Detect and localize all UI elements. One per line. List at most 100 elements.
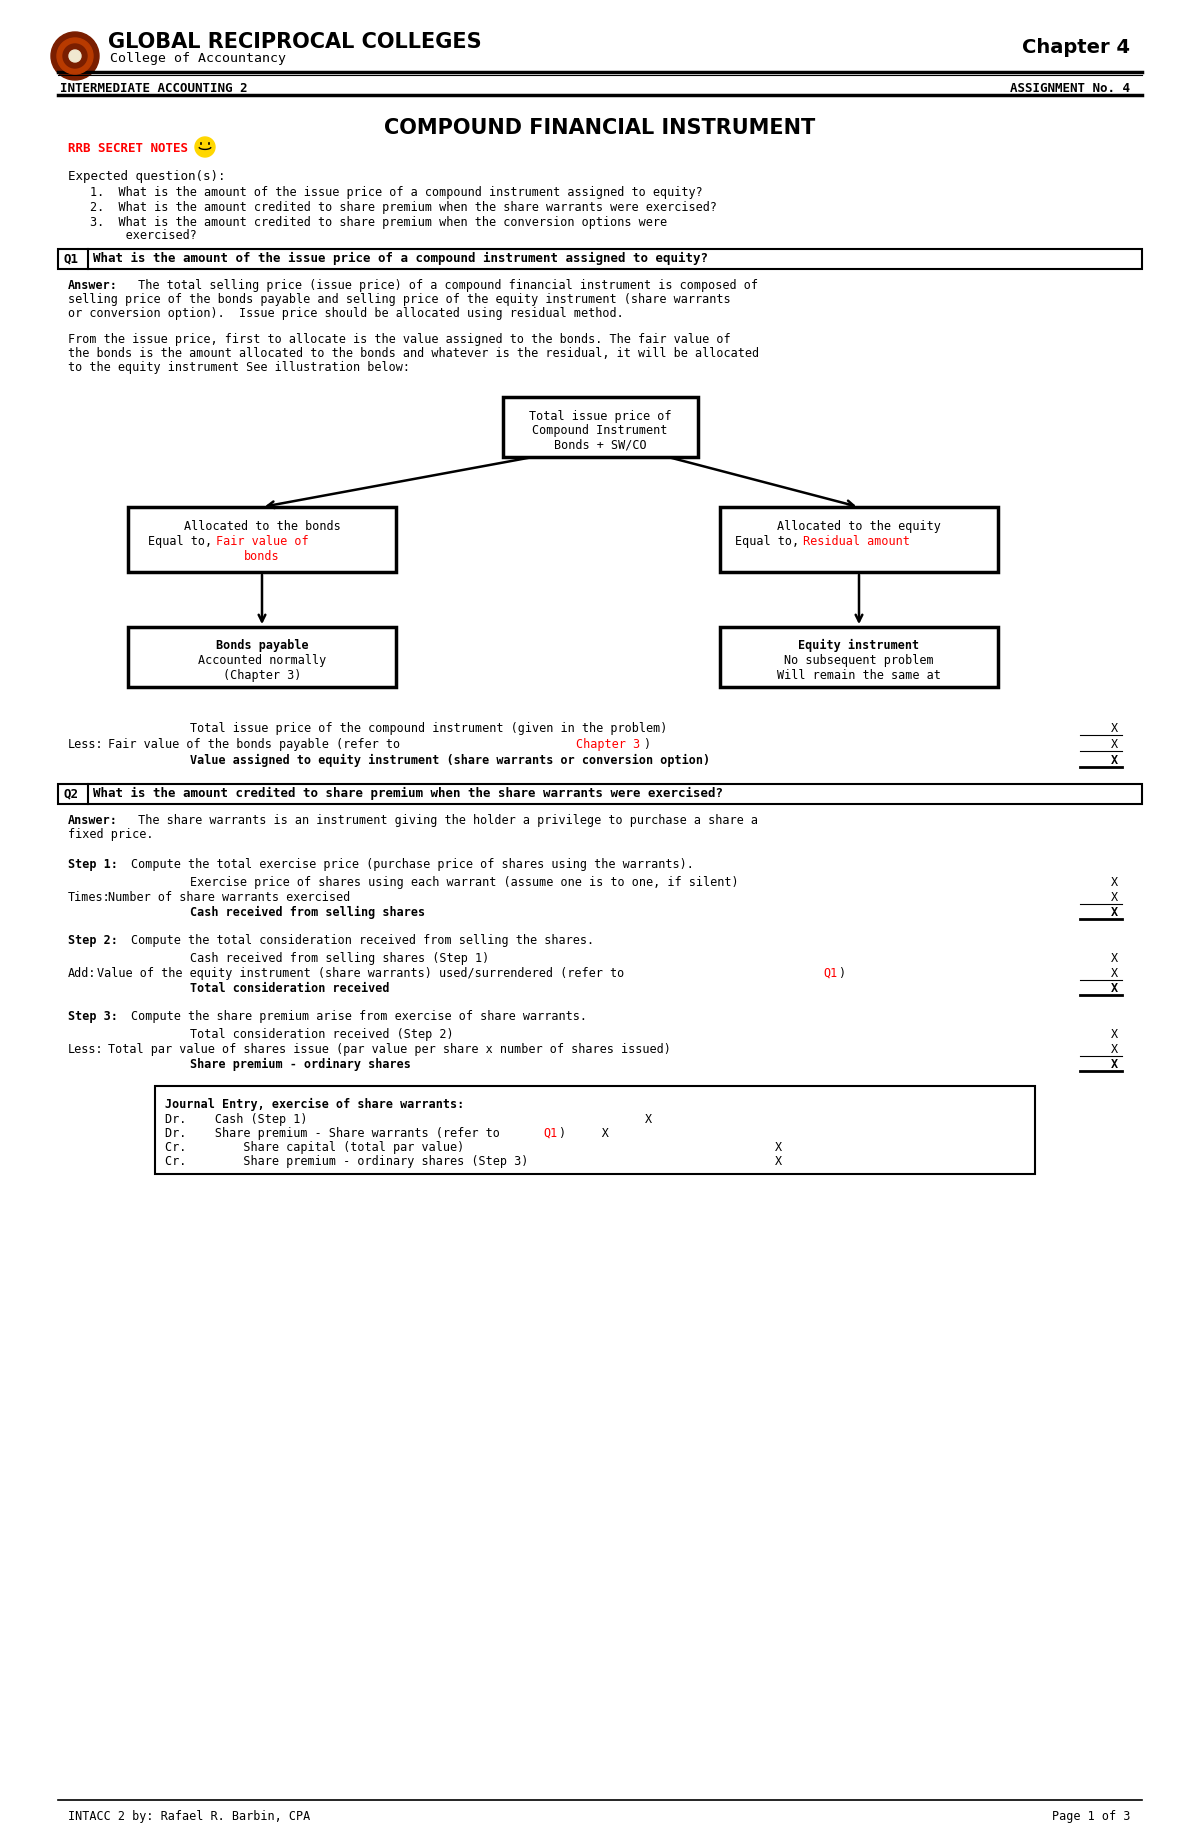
Text: Residual amount: Residual amount	[803, 536, 910, 549]
Text: Number of share warrants exercised: Number of share warrants exercised	[108, 892, 350, 905]
Text: )     X: ) X	[559, 1127, 608, 1140]
Text: Allocated to the equity: Allocated to the equity	[778, 519, 941, 532]
Bar	[720, 506, 998, 573]
Text: Exercise price of shares using each warrant (assume one is to one, if silent): Exercise price of shares using each warr…	[190, 875, 739, 888]
Text: Total issue price of: Total issue price of	[529, 409, 671, 424]
Text: Dr.    Cash (Step 1): Dr. Cash (Step 1)	[166, 1114, 307, 1127]
Circle shape	[50, 31, 98, 81]
Text: No subsequent problem: No subsequent problem	[784, 653, 934, 666]
Text: Less:: Less:	[68, 738, 103, 751]
Bar	[503, 396, 698, 457]
Text: Dr.    Share premium - Share warrants (refer to: Dr. Share premium - Share warrants (refe…	[166, 1127, 508, 1140]
Text: College of Accountancy: College of Accountancy	[110, 51, 286, 64]
Text: Compute the total consideration received from selling the shares.: Compute the total consideration received…	[131, 934, 594, 947]
Text: Q1: Q1	[542, 1127, 557, 1140]
Text: X: X	[1111, 1042, 1118, 1055]
Text: Times:: Times:	[68, 892, 110, 905]
Text: Chapter 4: Chapter 4	[1022, 39, 1130, 57]
Text: X: X	[646, 1114, 652, 1127]
Text: X: X	[1111, 721, 1118, 736]
Text: Total par value of shares issue (par value per share x number of shares issued): Total par value of shares issue (par val…	[108, 1042, 671, 1055]
Text: X: X	[1111, 1059, 1118, 1072]
Text: Fair value of: Fair value of	[216, 536, 308, 549]
Text: ): )	[643, 738, 650, 751]
Text: Cr.        Share premium - ordinary shares (Step 3): Cr. Share premium - ordinary shares (Ste…	[166, 1154, 528, 1169]
Text: X: X	[1111, 906, 1118, 919]
Text: Bonds + SW/CO: Bonds + SW/CO	[553, 439, 647, 451]
Text: GLOBAL RECIPROCAL COLLEGES: GLOBAL RECIPROCAL COLLEGES	[108, 31, 481, 51]
Bar	[128, 628, 396, 686]
Text: ): )	[838, 967, 845, 980]
Text: Compute the share premium arise from exercise of share warrants.: Compute the share premium arise from exe…	[131, 1009, 587, 1022]
Text: Allocated to the bonds: Allocated to the bonds	[184, 519, 341, 532]
Text: X: X	[1111, 982, 1118, 995]
Text: Chapter 3: Chapter 3	[576, 738, 640, 751]
Bar	[720, 628, 998, 686]
Text: Q1: Q1	[823, 967, 838, 980]
Text: Answer:: Answer:	[68, 279, 118, 292]
Text: Cr.        Share capital (total par value): Cr. Share capital (total par value)	[166, 1141, 464, 1154]
Text: X: X	[775, 1154, 782, 1169]
Text: ASSIGNMENT No. 4: ASSIGNMENT No. 4	[1010, 83, 1130, 95]
Circle shape	[58, 39, 94, 73]
Text: X: X	[1111, 892, 1118, 905]
Text: Q1: Q1	[64, 251, 79, 264]
Text: Equity instrument: Equity instrument	[798, 639, 919, 651]
Text: What is the amount of the issue price of a compound instrument assigned to equit: What is the amount of the issue price of…	[94, 251, 708, 264]
Text: X: X	[1111, 1028, 1118, 1040]
Text: fixed price.: fixed price.	[68, 828, 154, 840]
Text: From the issue price, first to allocate is the value assigned to the bonds. The : From the issue price, first to allocate …	[68, 332, 731, 347]
Text: Accounted normally: Accounted normally	[198, 653, 326, 666]
Text: 2.  What is the amount credited to share premium when the share warrants were ex: 2. What is the amount credited to share …	[90, 202, 718, 215]
Text: Value assigned to equity instrument (share warrants or conversion option): Value assigned to equity instrument (sha…	[190, 754, 710, 767]
Text: or conversion option).  Issue price should be allocated using residual method.: or conversion option). Issue price shoul…	[68, 306, 624, 319]
Text: Expected question(s):: Expected question(s):	[68, 171, 226, 184]
Text: The total selling price (issue price) of a compound financial instrument is comp: The total selling price (issue price) of…	[131, 279, 758, 292]
Text: Answer:: Answer:	[68, 815, 118, 828]
Bar	[155, 1086, 1034, 1174]
Text: Compute the total exercise price (purchase price of shares using the warrants).: Compute the total exercise price (purcha…	[131, 859, 694, 872]
Text: 3.  What is the amount credited to share premium when the conversion options wer: 3. What is the amount credited to share …	[90, 217, 667, 229]
Bar	[58, 784, 1142, 804]
Text: X: X	[775, 1141, 782, 1154]
Text: selling price of the bonds payable and selling price of the equity instrument (s: selling price of the bonds payable and s…	[68, 294, 731, 306]
Text: Total consideration received (Step 2): Total consideration received (Step 2)	[190, 1028, 454, 1040]
Text: Step 3:: Step 3:	[68, 1009, 118, 1022]
Text: bonds: bonds	[244, 550, 280, 563]
Text: Total issue price of the compound instrument (given in the problem): Total issue price of the compound instru…	[190, 721, 667, 736]
Circle shape	[194, 138, 215, 158]
Text: Equal to,: Equal to,	[148, 536, 220, 549]
Text: Total consideration received: Total consideration received	[190, 982, 390, 995]
Text: RRB SECRET NOTES: RRB SECRET NOTES	[68, 141, 188, 154]
Text: Equal to,: Equal to,	[734, 536, 806, 549]
Text: What is the amount credited to share premium when the share warrants were exerci: What is the amount credited to share pre…	[94, 787, 722, 800]
Text: The share warrants is an instrument giving the holder a privilege to purchase a : The share warrants is an instrument givi…	[131, 815, 758, 828]
Text: Cash received from selling shares: Cash received from selling shares	[190, 906, 425, 919]
Text: Step 1:: Step 1:	[68, 859, 118, 872]
Bar	[58, 250, 1142, 270]
Text: X: X	[1111, 738, 1118, 751]
Text: Cash received from selling shares (Step 1): Cash received from selling shares (Step …	[190, 952, 490, 965]
Text: Step 2:: Step 2:	[68, 934, 118, 947]
Text: Fair value of the bonds payable (refer to: Fair value of the bonds payable (refer t…	[108, 738, 407, 751]
Text: the bonds is the amount allocated to the bonds and whatever is the residual, it : the bonds is the amount allocated to the…	[68, 347, 760, 360]
Text: Less:: Less:	[68, 1042, 103, 1055]
Text: X: X	[1111, 952, 1118, 965]
Circle shape	[70, 50, 82, 62]
Text: INTERMEDIATE ACCOUNTING 2: INTERMEDIATE ACCOUNTING 2	[60, 83, 247, 95]
Text: Compound Instrument: Compound Instrument	[533, 424, 667, 437]
Text: COMPOUND FINANCIAL INSTRUMENT: COMPOUND FINANCIAL INSTRUMENT	[384, 117, 816, 138]
Text: exercised?: exercised?	[90, 229, 197, 242]
Text: X: X	[1111, 875, 1118, 888]
Text: X: X	[1111, 967, 1118, 980]
Circle shape	[64, 44, 88, 68]
Text: Share premium - ordinary shares: Share premium - ordinary shares	[190, 1059, 410, 1072]
Text: INTACC 2 by: Rafael R. Barbin, CPA: INTACC 2 by: Rafael R. Barbin, CPA	[68, 1809, 311, 1822]
Text: (Chapter 3): (Chapter 3)	[223, 670, 301, 683]
Bar	[128, 506, 396, 573]
Text: Add:: Add:	[68, 967, 96, 980]
Text: 1.  What is the amount of the issue price of a compound instrument assigned to e: 1. What is the amount of the issue price…	[90, 185, 703, 198]
Text: X: X	[1111, 754, 1118, 767]
Text: to the equity instrument See illustration below:: to the equity instrument See illustratio…	[68, 361, 410, 374]
Text: Page 1 of 3: Page 1 of 3	[1051, 1809, 1130, 1822]
